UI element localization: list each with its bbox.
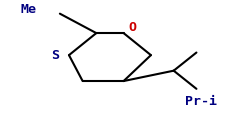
Text: Me: Me [20, 3, 36, 16]
Text: S: S [51, 49, 59, 62]
Text: Pr-i: Pr-i [185, 95, 217, 108]
Text: O: O [129, 21, 137, 34]
